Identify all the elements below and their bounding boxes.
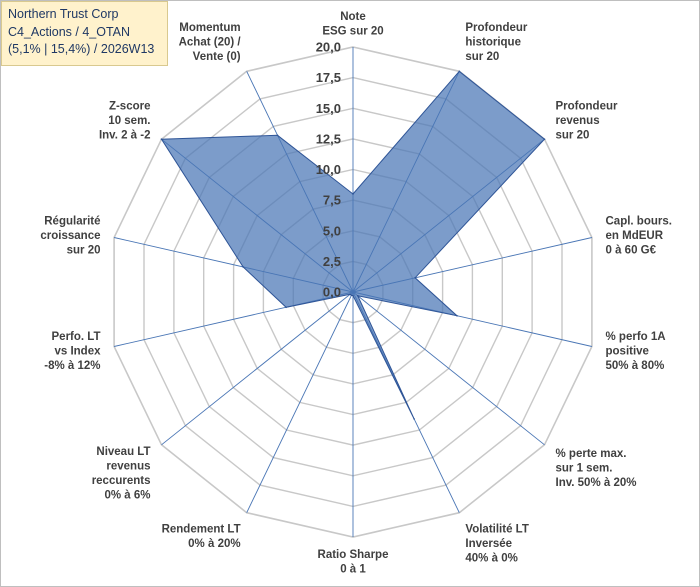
data-point-8 [350,294,353,297]
data-point-5 [357,295,359,297]
axis-label-5-line-1: sur 1 sem. [556,463,613,475]
axis-label-10: Perfo. LT vs Index -8% à 12% [44,331,101,372]
axis-label-2-line-0: Profondeur [556,101,618,113]
tick-label-1: 2,5 [323,254,341,269]
axis-label-4-line-2: 50% à 80% [606,360,665,372]
axis-label-7-line-1: 0 à 1 [340,564,366,576]
axis-label-3-line-0: Capl. bours. [606,216,672,228]
axis-spoke-9 [161,291,354,446]
axis-label-6-line-0: Volatilité LT [465,523,528,535]
data-point-10 [285,306,287,309]
axis-label-2-line-2: sur 20 [556,130,590,142]
axis-label-9-line-0: Niveau LT [96,446,150,458]
axis-label-13-line-1: Achat (20) / [179,37,242,49]
axis-label-3-line-2: 0 à 60 G€ [606,245,657,257]
axis-spoke-5 [352,291,545,446]
data-point-12 [160,138,163,140]
axis-label-6-line-2: 40% à 0% [465,552,517,564]
axis-label-1-line-1: historique [465,37,521,49]
tick-label-4: 10,0 [316,162,341,177]
axis-label-7: Ratio Sharpe 0 à 1 [318,549,389,576]
axis-label-0: Note ESG sur 20 [322,11,383,38]
axis-label-10-line-0: Perfo. LT [52,331,101,343]
axis-label-5-line-0: % perte max. [556,448,627,460]
axis-label-2: Profondeur revenus sur 20 [556,101,618,142]
axis-label-0-line-0: Note [340,11,366,23]
axis-label-11: Régularité croissance sur 20 [40,216,100,257]
axis-label-0-line-1: ESG sur 20 [322,26,383,38]
data-point-13 [276,134,279,137]
axis-label-4: % perfo 1A positive 50% à 80% [606,331,666,372]
axis-label-1-line-2: sur 20 [465,51,499,63]
tick-label-2: 5,0 [323,223,341,238]
axis-label-1: Profondeur historique sur 20 [465,22,527,63]
axis-label-9-line-1: revenus [106,460,150,472]
axis-label-3: Capl. bours. en MdEUR 0 à 60 G€ [606,216,672,257]
data-point-4 [456,314,458,317]
title-line-category: C4_Actions / 4_OTAN [8,24,131,39]
axis-label-5-line-2: Inv. 50% à 20% [556,477,637,489]
data-point-9 [349,293,351,296]
data-point-6 [413,418,415,420]
title-line-company: Northern Trust Corp [8,7,119,21]
axis-label-6-line-1: Inversée [465,538,512,550]
axis-label-8-line-1: 0% à 20% [188,538,240,550]
axis-label-8-line-0: Rendement LT [162,523,241,535]
axis-label-7-line-0: Ratio Sharpe [318,549,389,561]
data-point-2 [543,138,546,140]
axis-label-5: % perte max. sur 1 sem. Inv. 50% à 20% [556,448,637,489]
data-point-3 [414,277,416,279]
axis-label-6: Volatilité LT Inversée 40% à 0% [465,523,528,564]
axis-spoke-8 [246,291,354,513]
data-point-1 [458,70,461,73]
tick-label-0: 0,0 [323,285,341,300]
axis-label-2-line-1: revenus [556,115,600,127]
axis-label-12-line-2: Inv. 2 à -2 [99,130,151,142]
axis-label-13-line-2: Vente (0) [193,51,241,63]
axis-label-4-line-1: positive [606,345,649,357]
axis-label-12: Z-score 10 sem. Inv. 2 à -2 [99,101,151,142]
axis-label-10-line-1: vs Index [54,345,101,357]
axis-label-9-line-2: reccurents [92,475,151,487]
axis-label-11-line-2: sur 20 [67,245,101,257]
axis-label-1-line-0: Profondeur [465,22,527,34]
tick-label-6: 15,0 [316,101,341,116]
tick-label-8: 20,0 [316,40,341,55]
axis-label-4-line-0: % perfo 1A [606,331,666,343]
data-point-11 [242,266,244,268]
axis-label-12-line-0: Z-score [109,101,151,113]
axis-label-11-line-1: croissance [40,230,100,242]
data-point-0 [352,193,354,195]
tick-label-7: 17,5 [316,70,341,85]
axis-label-8: Rendement LT 0% à 20% [162,523,241,550]
axis-label-13-line-0: Momentum [179,22,240,34]
axis-label-13: Momentum Achat (20) / Vente (0) [179,22,242,63]
tick-label-3: 7,5 [323,193,341,208]
tick-label-5: 12,5 [316,131,341,146]
data-point-7 [352,294,354,297]
axis-label-10-line-2: -8% à 12% [44,360,100,372]
chart-title-box: Northern Trust Corp C4_Actions / 4_OTAN … [1,1,168,66]
axis-label-3-line-1: en MdEUR [606,230,664,242]
axis-label-11-line-0: Régularité [44,216,100,228]
axis-label-9: Niveau LT revenus reccurents 0% à 6% [92,446,151,502]
axis-label-12-line-1: 10 sem. [108,115,150,127]
title-line-period: (5,1% | 15,4%) / 2026W13 [8,42,155,56]
axis-label-9-line-3: 0% à 6% [104,489,150,501]
